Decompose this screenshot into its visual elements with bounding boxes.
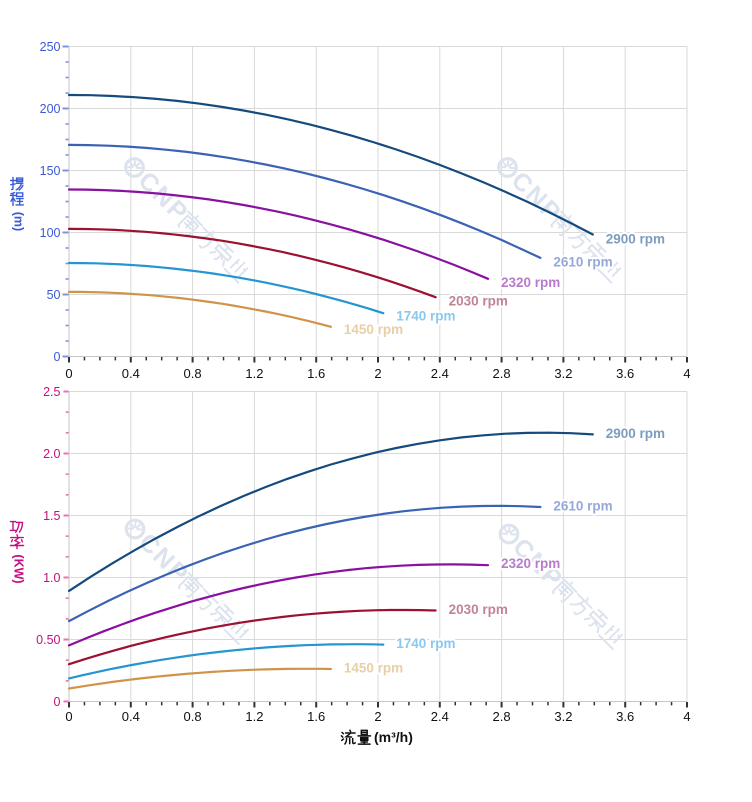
svg-text:1.5: 1.5: [43, 509, 60, 523]
svg-text:4: 4: [683, 366, 690, 381]
svg-text:2.4: 2.4: [431, 709, 449, 724]
svg-text:0: 0: [54, 695, 61, 709]
svg-text:2320 rpm: 2320 rpm: [501, 275, 560, 290]
svg-text:(m³/h): (m³/h): [374, 729, 413, 745]
svg-text:2030 rpm: 2030 rpm: [449, 293, 508, 308]
svg-text:100: 100: [40, 226, 61, 240]
svg-text:0.8: 0.8: [184, 709, 202, 724]
svg-text:3.6: 3.6: [616, 366, 634, 381]
svg-text:0: 0: [65, 709, 72, 724]
svg-text:250: 250: [40, 40, 61, 54]
svg-text:3.6: 3.6: [616, 709, 634, 724]
svg-text:2.0: 2.0: [43, 447, 60, 461]
svg-text:1450 rpm: 1450 rpm: [344, 322, 403, 337]
svg-text:(KW): (KW): [12, 554, 26, 583]
svg-text:0.8: 0.8: [184, 366, 202, 381]
svg-text:2.8: 2.8: [493, 709, 511, 724]
svg-text:3.2: 3.2: [554, 366, 572, 381]
svg-text:2030 rpm: 2030 rpm: [449, 602, 508, 617]
svg-text:2: 2: [374, 366, 381, 381]
svg-text:2: 2: [374, 709, 381, 724]
svg-text:1.2: 1.2: [245, 366, 263, 381]
svg-text:2610 rpm: 2610 rpm: [553, 254, 612, 269]
svg-text:2900 rpm: 2900 rpm: [606, 426, 665, 441]
svg-text:0: 0: [65, 366, 72, 381]
svg-text:0.4: 0.4: [122, 366, 140, 381]
svg-text:1740 rpm: 1740 rpm: [396, 636, 455, 651]
svg-text:0.4: 0.4: [122, 709, 140, 724]
svg-text:1.2: 1.2: [245, 709, 263, 724]
svg-text:1.6: 1.6: [307, 709, 325, 724]
svg-text:150: 150: [40, 164, 61, 178]
svg-text:200: 200: [40, 102, 61, 116]
svg-text:2.5: 2.5: [43, 385, 60, 399]
svg-text:1.6: 1.6: [307, 366, 325, 381]
svg-text:4: 4: [683, 709, 690, 724]
svg-text:2.8: 2.8: [493, 366, 511, 381]
svg-text:(m): (m): [12, 212, 26, 231]
svg-text:2320 rpm: 2320 rpm: [501, 556, 560, 571]
svg-text:50: 50: [47, 288, 61, 302]
svg-text:2.4: 2.4: [431, 366, 449, 381]
svg-text:1450 rpm: 1450 rpm: [344, 660, 403, 675]
svg-text:1.0: 1.0: [43, 571, 60, 585]
svg-text:0: 0: [54, 350, 61, 364]
svg-text:2900 rpm: 2900 rpm: [606, 231, 665, 246]
svg-text:2610 rpm: 2610 rpm: [553, 498, 612, 513]
svg-text:1740 rpm: 1740 rpm: [396, 308, 455, 323]
svg-text:0.50: 0.50: [36, 633, 60, 647]
svg-text:3.2: 3.2: [554, 709, 572, 724]
